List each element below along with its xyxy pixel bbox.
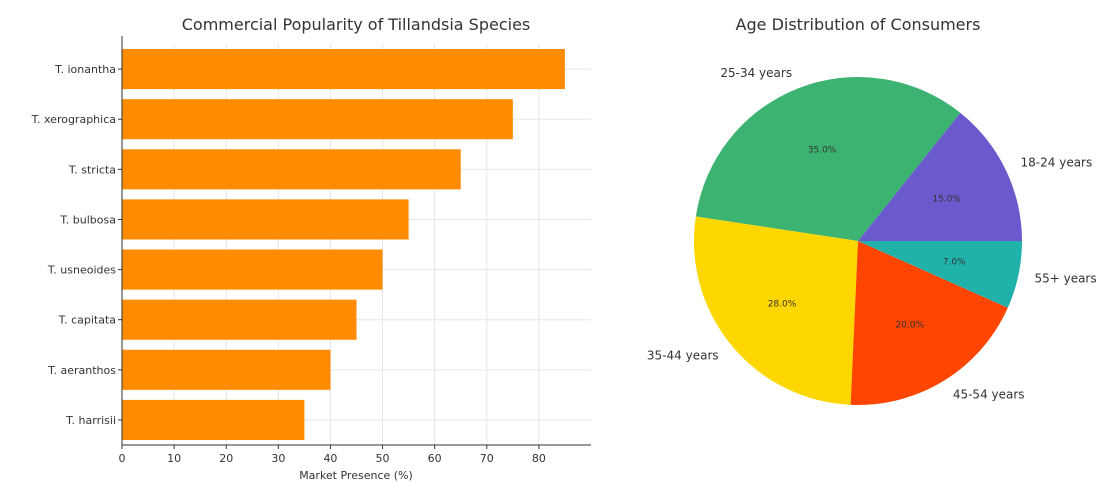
- bar-x-tick-label: 30: [271, 452, 285, 465]
- bar: [122, 399, 305, 440]
- bar-x-tick-label: 80: [532, 452, 546, 465]
- bar-y-tick-label: T. xerographica: [31, 113, 116, 126]
- pie-slices: [694, 76, 1022, 405]
- bar-y-tick-label: T. capitata: [58, 314, 116, 327]
- bar-y-tick-label: T. ionantha: [54, 63, 116, 76]
- pie-slice-label: 35-44 years: [647, 349, 719, 363]
- bar-y-tick-label: T. usneoides: [47, 264, 116, 277]
- bar-x-axis-label: Market Presence (%): [299, 469, 413, 482]
- pie-slice-label: 18-24 years: [1021, 156, 1093, 170]
- pie-slice: [858, 112, 1022, 242]
- pie-slice: [850, 241, 1008, 405]
- bar-x-tick-label: 70: [480, 452, 494, 465]
- pie-slice: [694, 216, 858, 405]
- pie-chart: Age Distribution of Consumers 18-24 year…: [647, 15, 1097, 405]
- bar: [122, 149, 461, 190]
- bar-y-tick-label: T. aeranthos: [47, 364, 116, 377]
- bar-x-tick-label: 60: [428, 452, 442, 465]
- bar: [122, 199, 409, 240]
- bar-chart: Commercial Popularity of Tillandsia Spec…: [31, 15, 591, 482]
- pie-percent-label: 15.0%: [932, 194, 961, 204]
- bar-y-tick-label: T. stricta: [68, 163, 116, 176]
- pie-percent-label: 7.0%: [943, 257, 966, 267]
- pie-slice: [858, 241, 1022, 308]
- pie-percent-label: 28.0%: [768, 299, 797, 309]
- pie-slice: [695, 76, 961, 241]
- bar-x-tick-label: 50: [376, 452, 390, 465]
- bar: [122, 49, 565, 90]
- pie-slice-label: 25-34 years: [720, 66, 792, 80]
- bar-y-tick-label: T. harrisii: [65, 414, 116, 427]
- bar-x-tick-label: 20: [219, 452, 233, 465]
- bar-x-tick-label: 40: [323, 452, 337, 465]
- bar-x-tick-labels: 0 10 20 30 40 50 60 70 80: [119, 445, 546, 465]
- bar: [122, 349, 331, 390]
- bar: [122, 99, 513, 140]
- pie-slice-label: 55+ years: [1034, 272, 1096, 286]
- bar-y-tick-label: T. bulbosa: [59, 213, 116, 226]
- pie-chart-title: Age Distribution of Consumers: [736, 15, 981, 34]
- bar-x-tick-label: 10: [167, 452, 181, 465]
- bar-marks: [122, 49, 565, 440]
- bar-chart-title: Commercial Popularity of Tillandsia Spec…: [182, 15, 531, 34]
- bar: [122, 249, 383, 290]
- pie-labels: 18-24 years 15.0% 25-34 years 35.0% 35-44 ye…: [647, 66, 1097, 401]
- bar: [122, 299, 357, 340]
- bar-x-tick-label: 0: [119, 452, 126, 465]
- bar-y-tick-labels: T. harrisii T. aeranthos T. capitata T. usn…: [31, 63, 122, 427]
- pie-percent-label: 35.0%: [808, 145, 837, 155]
- pie-slice-label: 45-54 years: [953, 387, 1025, 401]
- pie-percent-label: 20.0%: [895, 321, 924, 331]
